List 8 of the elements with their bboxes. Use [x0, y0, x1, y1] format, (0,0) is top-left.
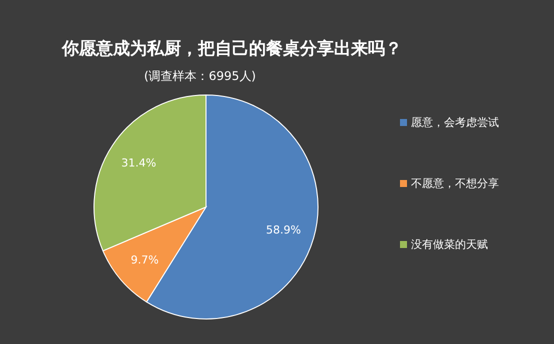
data-label: 31.4% — [121, 156, 156, 170]
data-label: 9.7% — [130, 253, 159, 266]
chart-title: 你愿意成为私厨，把自己的餐桌分享出来吗？ — [61, 39, 402, 59]
data-label: 58.9% — [266, 223, 301, 236]
chart-subtitle: (调查样本：6995人) — [144, 69, 256, 83]
legend-label: 不愿意，不想分享 — [411, 177, 499, 190]
legend-label: 愿意，会考虑尝试 — [411, 116, 499, 129]
legend-label: 没有做菜的天赋 — [411, 238, 488, 251]
